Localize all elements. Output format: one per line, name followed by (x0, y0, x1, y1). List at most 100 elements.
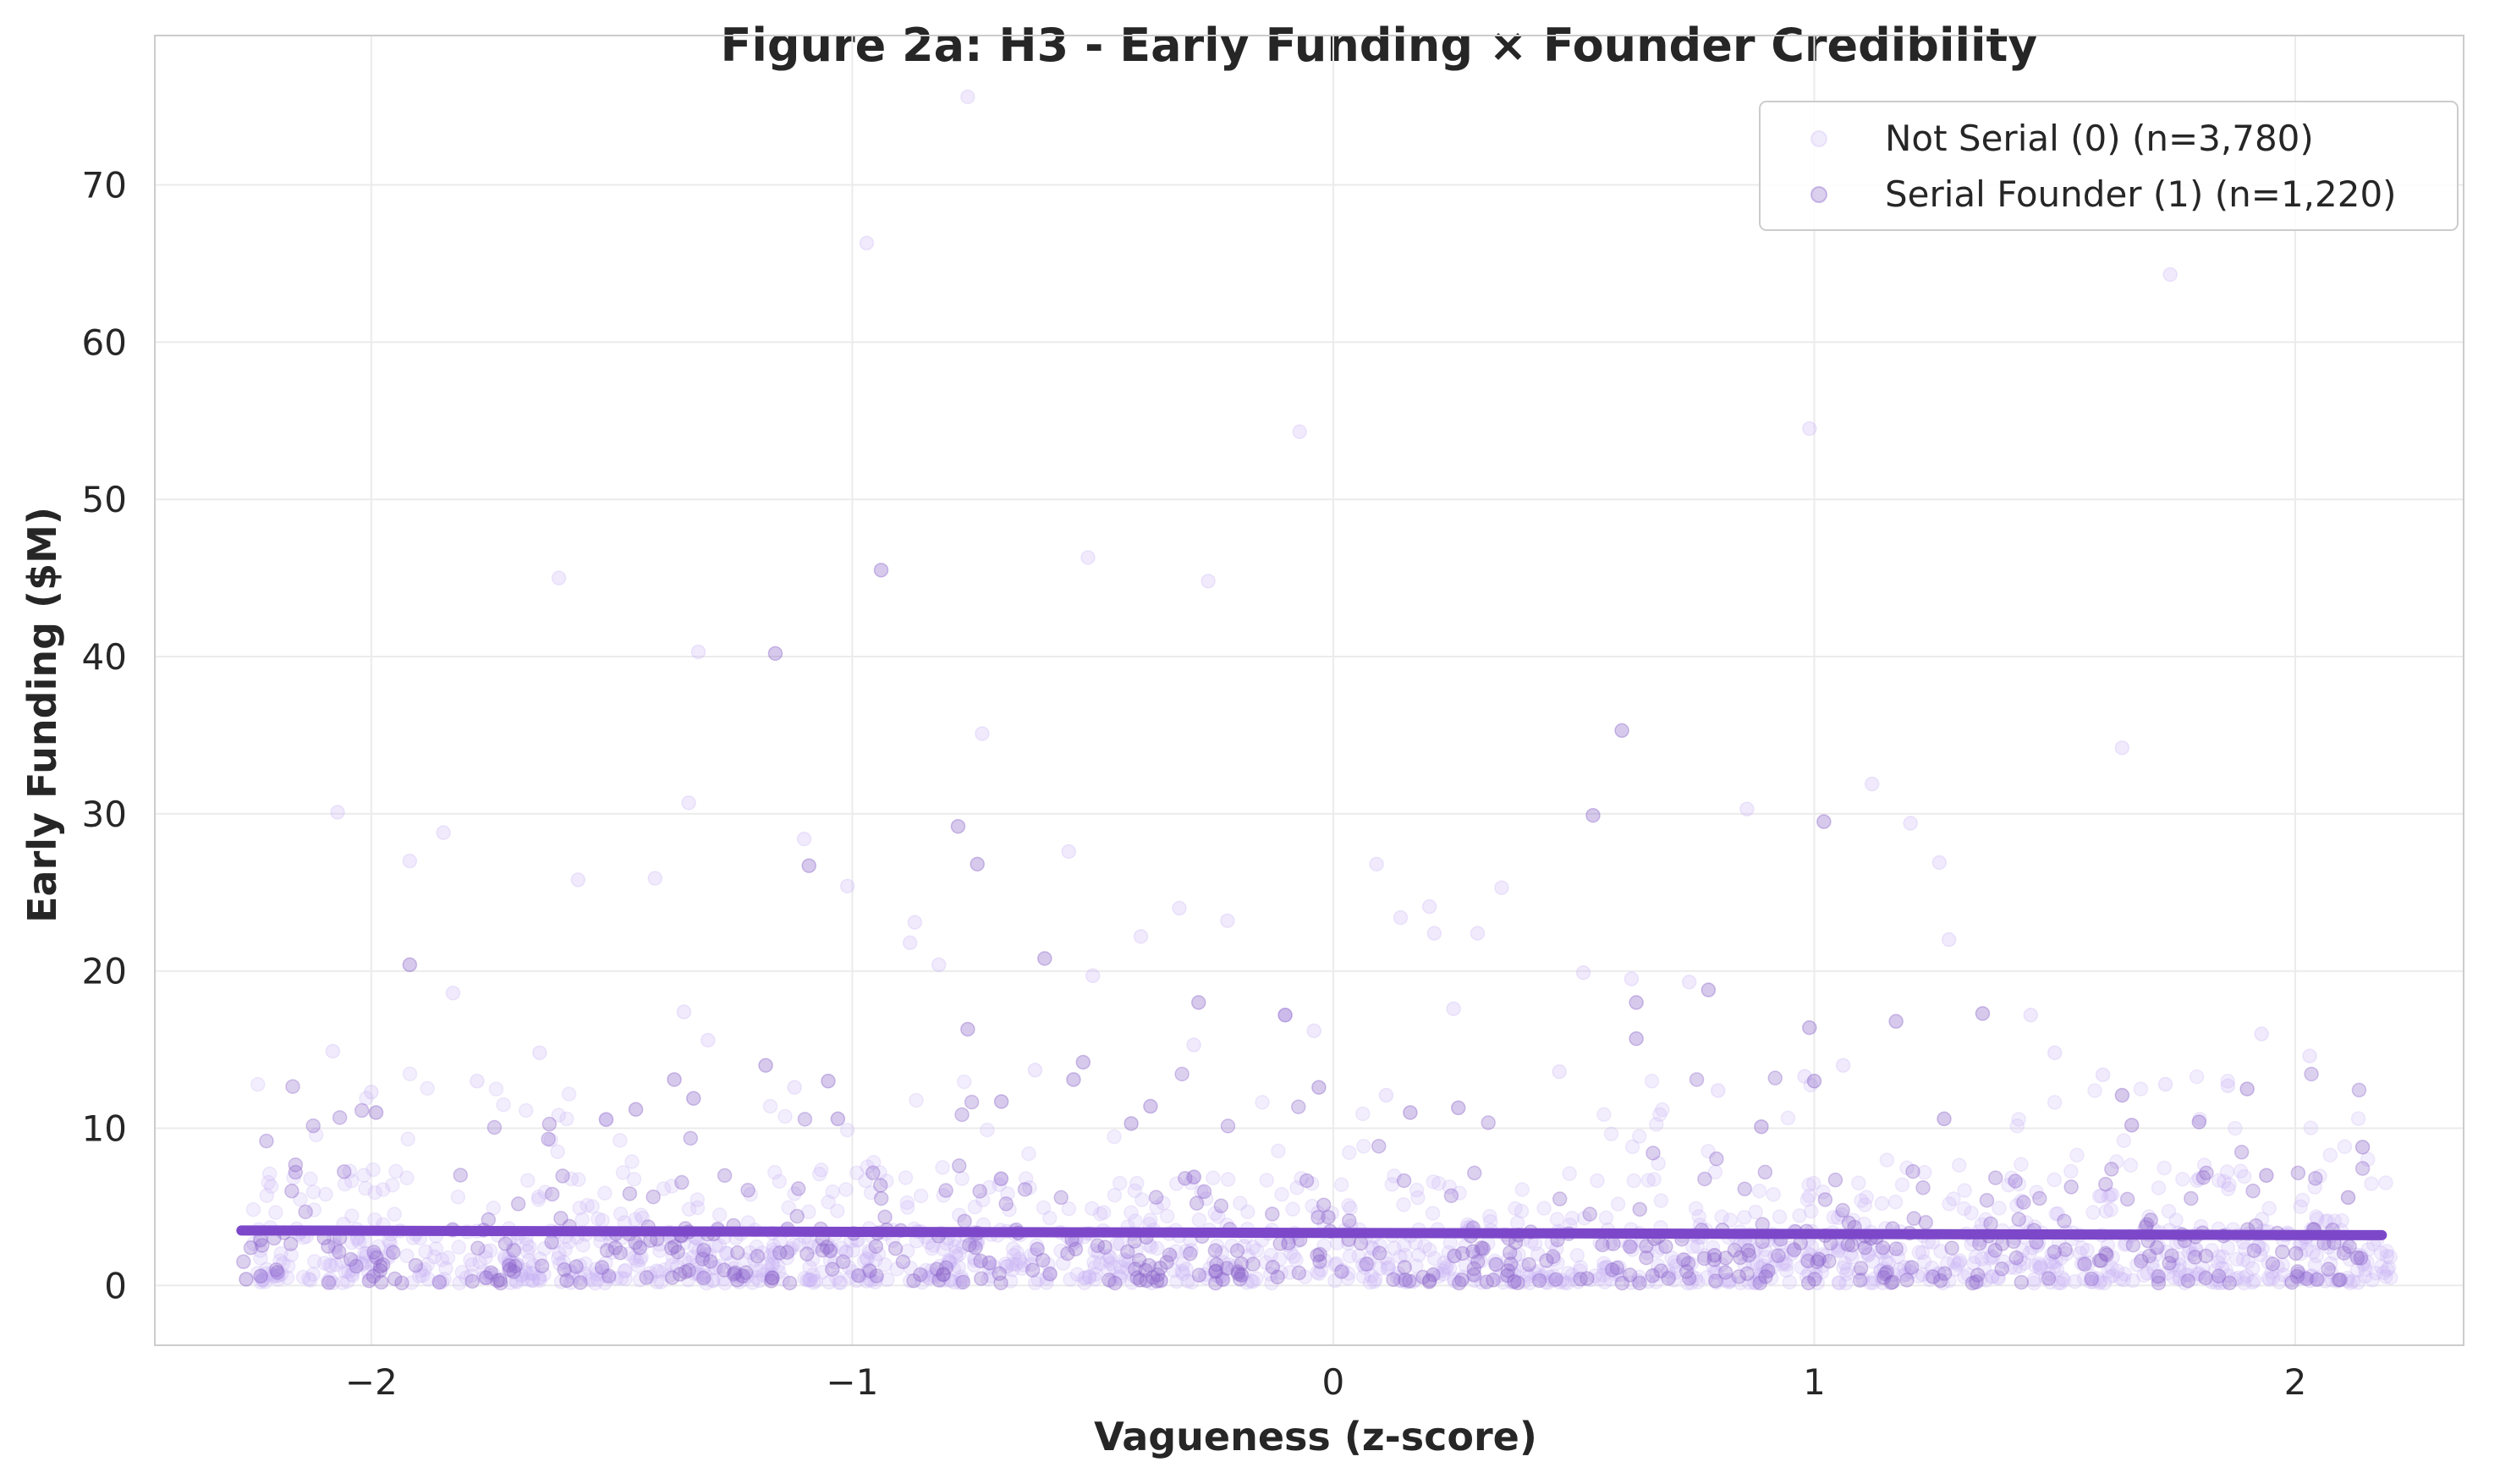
point-not-serial (1864, 776, 1880, 792)
point-not-serial (2069, 1147, 2085, 1163)
point-not-serial (860, 1159, 875, 1174)
point-not-serial (1487, 1256, 1503, 1272)
point-not-serial (2211, 1173, 2227, 1188)
point-not-serial (1487, 1253, 1503, 1269)
point-serial-founder (951, 1158, 967, 1173)
y-tick-label: 0 (104, 1265, 127, 1306)
point-not-serial (1274, 1186, 1289, 1202)
point-not-serial (488, 1081, 504, 1097)
point-not-serial (2290, 1266, 2306, 1282)
point-serial-founder (486, 1119, 503, 1135)
point-not-serial (585, 1199, 600, 1214)
point-serial-founder (938, 1183, 953, 1198)
point-not-serial (1872, 1263, 1888, 1278)
point-not-serial (2337, 1139, 2353, 1154)
point-not-serial (1860, 1248, 1876, 1263)
point-serial-founder (1573, 1272, 1589, 1287)
point-not-serial (2102, 1269, 2118, 1285)
point-not-serial (2116, 1133, 2132, 1148)
point-not-serial (591, 1211, 606, 1227)
point-not-serial (1429, 1265, 1444, 1281)
point-serial-founder (1265, 1206, 1280, 1222)
point-not-serial (1185, 1170, 1201, 1185)
point-not-serial (1952, 1253, 1968, 1268)
point-not-serial (358, 1180, 373, 1196)
point-not-serial (1160, 1208, 1175, 1224)
point-not-serial (841, 1260, 857, 1275)
point-not-serial (845, 1264, 860, 1279)
point-serial-founder (1066, 1072, 1081, 1087)
point-not-serial (1603, 1126, 1619, 1141)
point-not-serial (1515, 1258, 1531, 1273)
point-serial-founder (887, 1240, 904, 1256)
point-not-serial (388, 1163, 404, 1179)
point-not-serial (598, 1256, 613, 1271)
point-not-serial (1941, 932, 1957, 948)
point-serial-founder (2008, 1173, 2023, 1189)
point-not-serial (1800, 1245, 1816, 1261)
point-not-serial (582, 1270, 597, 1286)
point-not-serial (2181, 1245, 2197, 1261)
point-serial-founder (873, 563, 889, 578)
point-not-serial (942, 1272, 958, 1289)
point-not-serial (571, 1172, 586, 1187)
point-not-serial (821, 1274, 837, 1290)
point-not-serial (1220, 913, 1235, 928)
point-not-serial (2309, 1209, 2324, 1224)
point-not-serial (1365, 1241, 1381, 1257)
point-not-serial (632, 1272, 648, 1288)
point-not-serial (2094, 1188, 2109, 1204)
point-not-serial (1245, 1239, 1261, 1255)
point-not-serial (861, 1244, 876, 1259)
point-serial-founder (740, 1183, 755, 1198)
point-not-serial (263, 1179, 279, 1195)
point-not-serial (564, 1265, 580, 1280)
point-serial-founder (2151, 1275, 2167, 1291)
point-not-serial (1952, 1255, 1967, 1271)
point-not-serial (947, 1274, 962, 1290)
point-serial-founder (1904, 1260, 1920, 1275)
point-not-serial (964, 1238, 980, 1254)
point-not-serial (367, 1247, 382, 1262)
point-not-serial (1335, 1262, 1350, 1278)
point-not-serial (536, 1241, 552, 1256)
point-not-serial (1129, 1243, 1144, 1259)
point-not-serial (2236, 1275, 2252, 1291)
point-not-serial (2245, 1261, 2261, 1277)
point-not-serial (2009, 1118, 2025, 1134)
point-not-serial (1830, 1238, 1845, 1254)
point-serial-founder (1333, 1264, 1349, 1279)
point-not-serial (335, 1275, 350, 1291)
point-not-serial (1980, 1239, 1995, 1255)
point-not-serial (434, 1274, 450, 1289)
point-not-serial (366, 1255, 382, 1270)
point-not-serial (2356, 1256, 2371, 1272)
point-not-serial (1273, 1265, 1288, 1280)
point-not-serial (2109, 1263, 2125, 1278)
point-not-serial (2322, 1147, 2338, 1162)
point-not-serial (1519, 1267, 1535, 1282)
point-not-serial (418, 1244, 433, 1260)
point-not-serial (1548, 1241, 1564, 1256)
point-not-serial (762, 1098, 778, 1114)
point-not-serial (1814, 1264, 1830, 1280)
point-serial-founder (681, 1262, 696, 1278)
point-serial-founder (954, 1107, 970, 1123)
point-not-serial (1948, 1261, 1963, 1278)
point-not-serial (832, 1275, 849, 1290)
point-not-serial (399, 1170, 415, 1185)
point-not-serial (690, 1200, 706, 1216)
point-not-serial (1602, 1272, 1618, 1287)
point-not-serial (1861, 1246, 1876, 1262)
point-not-serial (849, 1165, 865, 1181)
point-not-serial (849, 1272, 865, 1289)
point-not-serial (749, 1239, 765, 1255)
point-not-serial (942, 1272, 958, 1288)
point-not-serial (1061, 844, 1076, 860)
point-serial-founder (801, 858, 816, 873)
point-not-serial (2192, 1266, 2207, 1282)
point-serial-founder (2265, 1256, 2281, 1272)
point-not-serial (845, 1243, 861, 1258)
point-not-serial (1501, 1251, 1516, 1267)
point-not-serial (1149, 1240, 1165, 1256)
